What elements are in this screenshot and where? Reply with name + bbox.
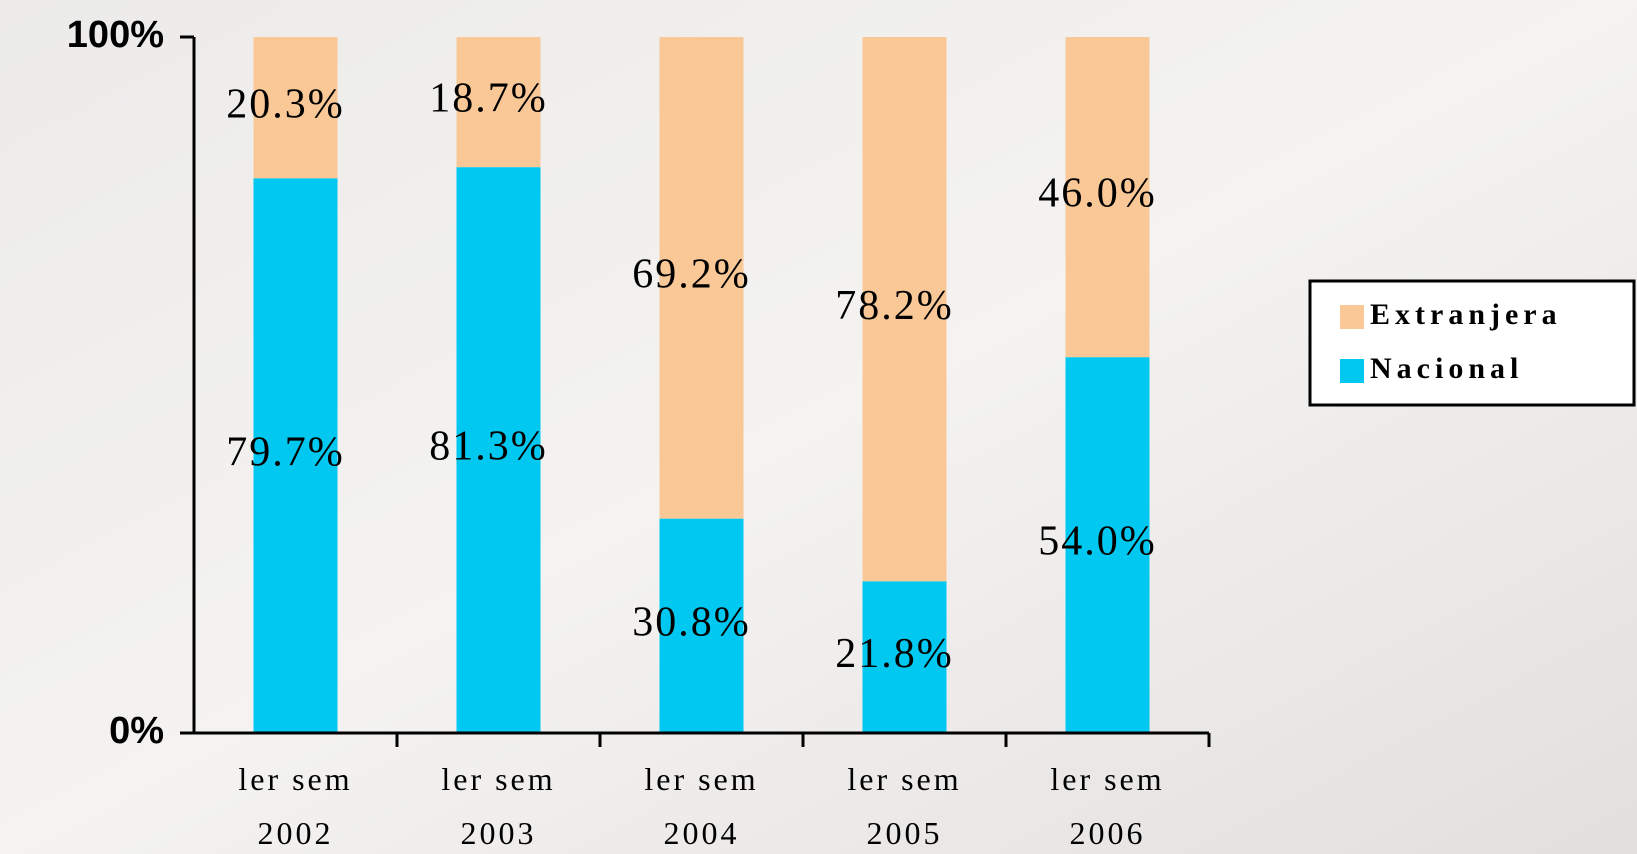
value-label: 54.0% bbox=[1038, 519, 1157, 565]
legend-label: Nacional bbox=[1370, 352, 1523, 385]
value-label: 78.2% bbox=[835, 283, 954, 329]
x-tick-label: ler sem 2002 bbox=[238, 761, 352, 851]
value-label: 79.7% bbox=[226, 429, 345, 475]
bar-segment bbox=[253, 178, 338, 734]
bar-segment bbox=[862, 581, 947, 733]
legend-swatch bbox=[1340, 359, 1364, 383]
value-label: 81.3% bbox=[429, 424, 548, 470]
bar-segment bbox=[1065, 357, 1150, 733]
value-label: 46.0% bbox=[1038, 171, 1157, 217]
x-tick-label: ler sem 2004 bbox=[644, 761, 758, 851]
value-label: 69.2% bbox=[632, 251, 751, 297]
value-label: 18.7% bbox=[429, 76, 548, 122]
bar-segment bbox=[659, 37, 744, 519]
bar-segment bbox=[1065, 37, 1150, 358]
value-label: 30.8% bbox=[632, 599, 751, 645]
x-tick-label: ler sem 2003 bbox=[441, 761, 555, 851]
bar-segment bbox=[253, 37, 338, 179]
bar-segment bbox=[456, 167, 541, 734]
y-tick-label: 0% bbox=[109, 710, 164, 752]
bar-segment bbox=[862, 37, 947, 582]
x-tick-label: ler sem 2005 bbox=[847, 761, 961, 851]
value-label: 20.3% bbox=[226, 81, 345, 127]
bar-segment bbox=[456, 37, 541, 168]
x-tick-label: ler sem 2006 bbox=[1050, 761, 1164, 851]
legend-label: Extranjera bbox=[1370, 298, 1562, 331]
y-tick-label: 100% bbox=[67, 14, 164, 56]
legend-box bbox=[1308, 279, 1636, 407]
value-label: 21.8% bbox=[835, 631, 954, 677]
legend-swatch bbox=[1340, 305, 1364, 329]
bar-segment bbox=[659, 518, 744, 733]
